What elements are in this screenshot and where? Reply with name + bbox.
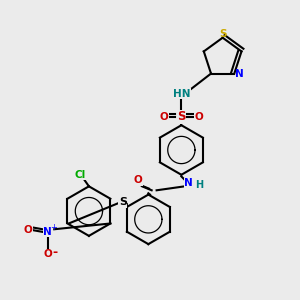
Text: O: O [194, 112, 203, 122]
Text: S: S [219, 29, 226, 39]
Text: Cl: Cl [74, 170, 86, 180]
Text: N: N [184, 178, 193, 188]
Text: +: + [50, 223, 57, 232]
Text: S: S [177, 110, 186, 124]
Text: O: O [134, 176, 142, 185]
Text: HN: HN [172, 89, 190, 99]
Text: H: H [196, 180, 204, 190]
Text: N: N [235, 69, 244, 79]
Text: -: - [52, 245, 58, 259]
Text: O: O [23, 225, 32, 235]
Text: O: O [160, 112, 169, 122]
Text: S: S [119, 197, 127, 207]
Text: N: N [43, 226, 52, 237]
Text: O: O [43, 249, 52, 260]
